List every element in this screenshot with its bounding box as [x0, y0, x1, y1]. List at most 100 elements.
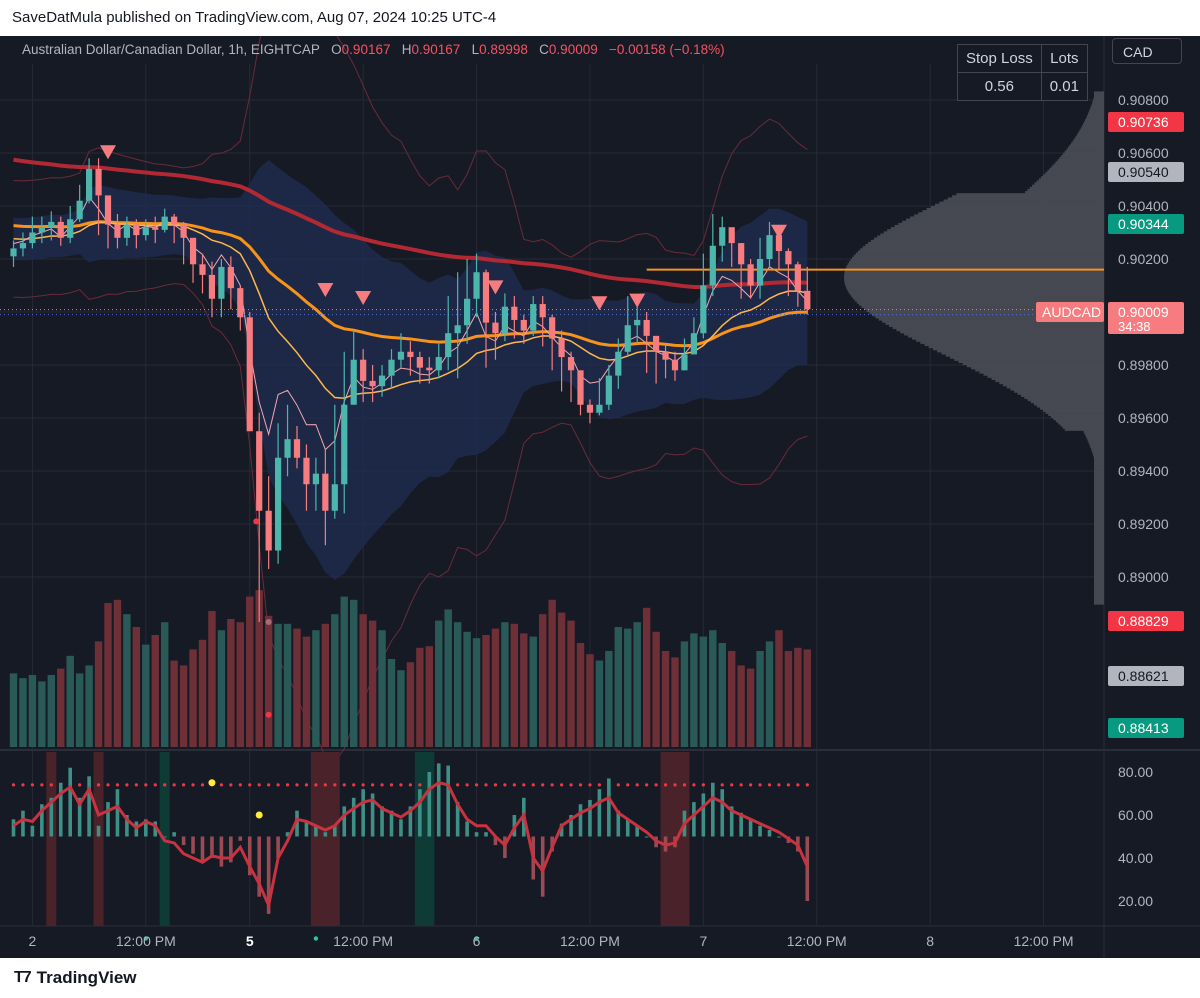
oscillator-histogram-bar	[748, 819, 753, 837]
volume-profile-bar	[926, 207, 1104, 211]
currency-button[interactable]: CAD	[1112, 38, 1182, 64]
oscillator-dotted-level	[200, 783, 205, 787]
volume-profile-bar	[1080, 127, 1104, 130]
volume-profile-bar	[930, 205, 1104, 209]
volume-profile-bar	[869, 311, 1104, 315]
volume-profile-bar	[847, 288, 1104, 291]
oscillator-dotted-level	[333, 783, 337, 787]
price-tick-label: 0.89000	[1118, 569, 1169, 585]
volume-profile-bar	[1094, 576, 1104, 580]
volume-profile-bar	[1092, 451, 1104, 455]
time-tick-label: 12:00 PM	[1014, 933, 1074, 949]
oscillator-dotted-level	[749, 783, 753, 787]
footer-bar: T7 TradingView	[0, 958, 1200, 998]
oscillator-dotted-level	[456, 783, 460, 787]
volume-bar	[350, 599, 358, 747]
time-tick-label: 12:00 PM	[116, 933, 176, 949]
volume-bar	[75, 673, 84, 747]
volume-profile-bar	[1094, 572, 1104, 576]
candle-body	[312, 473, 319, 485]
candle-body	[246, 317, 253, 432]
oscillator-histogram-bar	[805, 836, 810, 901]
price-tick-label: 0.89600	[1118, 410, 1169, 426]
candle-body	[775, 235, 783, 252]
oscillator-dotted-level	[663, 783, 668, 787]
volume-profile-bar	[1036, 405, 1104, 408]
volume-bar	[293, 628, 301, 747]
volume-profile-bar	[857, 250, 1104, 253]
volume-profile-bar	[910, 216, 1104, 219]
candle-body	[520, 319, 527, 331]
price-label-text: 0.90540	[1118, 164, 1169, 180]
candle-body	[171, 216, 178, 225]
oscillator-dotted-level	[701, 783, 705, 787]
oscillator-dotted-level	[352, 783, 356, 787]
oscillator-dotted-level	[569, 783, 573, 787]
volume-profile-bar	[1094, 466, 1104, 470]
volume-profile-bar	[1093, 453, 1104, 457]
oscillator-green-zone	[414, 752, 435, 926]
oscillator-dotted-level	[635, 783, 639, 787]
oscillator-dotted-level	[588, 783, 592, 787]
volume-bar	[123, 614, 131, 747]
volume-profile-bar	[1094, 93, 1104, 96]
oscillator-dotted-level	[408, 783, 412, 787]
volume-bar	[416, 647, 424, 747]
volume-bar	[151, 635, 159, 747]
volume-profile-bar	[1010, 388, 1104, 391]
volume-profile-bar	[1094, 532, 1104, 535]
oscillator-dotted-level	[796, 783, 800, 787]
volume-bar	[19, 678, 27, 747]
candle-body	[256, 431, 263, 511]
oscillator-histogram-bar	[408, 806, 413, 837]
symbol-tag-box	[1036, 302, 1104, 322]
volume-profile-bar	[1033, 403, 1104, 406]
volume-bar	[595, 660, 604, 747]
candle-body	[293, 439, 301, 458]
volume-profile-bar	[1043, 174, 1104, 177]
change-value: −0.00158 (−0.18%)	[609, 42, 725, 57]
volume-profile-bar	[1094, 470, 1104, 474]
oscillator-histogram-bar	[77, 797, 82, 837]
volume-profile-bar	[1045, 171, 1104, 175]
volume-bar	[302, 636, 311, 747]
volume-profile-bar	[1094, 542, 1104, 546]
volume-profile-bar	[1084, 121, 1104, 124]
volume-profile-bar	[849, 292, 1104, 296]
candle-body	[303, 457, 310, 485]
oscillator-dotted-level	[267, 783, 271, 787]
oscillator-dotted-level	[144, 783, 148, 787]
oscillator-dotted-level	[597, 783, 602, 787]
volume-profile-bar	[898, 222, 1104, 226]
volume-profile-bar	[1067, 146, 1104, 149]
volume-bar	[624, 628, 632, 747]
symbol-legend: Australian Dollar/Canadian Dollar, 1h, E…	[22, 42, 725, 57]
volume-profile-bar	[1094, 515, 1104, 518]
price-tick-label: 0.90400	[1118, 198, 1169, 214]
volume-profile-bar	[1094, 513, 1104, 516]
oscillator-histogram-bar	[436, 763, 441, 837]
candle-body	[577, 370, 584, 405]
tradingview-logo[interactable]: T7 TradingView	[14, 968, 137, 988]
volume-bar	[283, 623, 292, 747]
volume-profile-bar	[966, 364, 1104, 368]
candle-body	[700, 285, 707, 334]
volume-profile-bar	[844, 275, 1104, 279]
sell-signal-triangle	[770, 224, 787, 239]
volume-profile-bar	[1094, 540, 1104, 544]
oscillator-dotted-level	[125, 783, 129, 787]
candle-body	[161, 216, 168, 230]
volume-profile-bar	[956, 193, 1104, 196]
oscillator-dotted-level	[11, 783, 16, 787]
candle-body	[445, 333, 452, 358]
oscillator-histogram-bar	[87, 776, 91, 837]
oscillator-histogram-bar	[181, 836, 186, 846]
published-bar: SaveDatMula published on TradingView.com…	[0, 0, 1200, 36]
oscillator-dotted-level	[805, 783, 809, 787]
oscillator-dotted-level	[512, 783, 516, 787]
oscillator-histogram-bar	[257, 836, 261, 897]
chart-area[interactable]: 0.908000.906000.904000.902000.900000.898…	[0, 36, 1200, 958]
volume-profile-bar	[1003, 383, 1104, 387]
oscillator-dotted-level	[465, 783, 469, 787]
volume-profile-bar	[853, 254, 1104, 258]
